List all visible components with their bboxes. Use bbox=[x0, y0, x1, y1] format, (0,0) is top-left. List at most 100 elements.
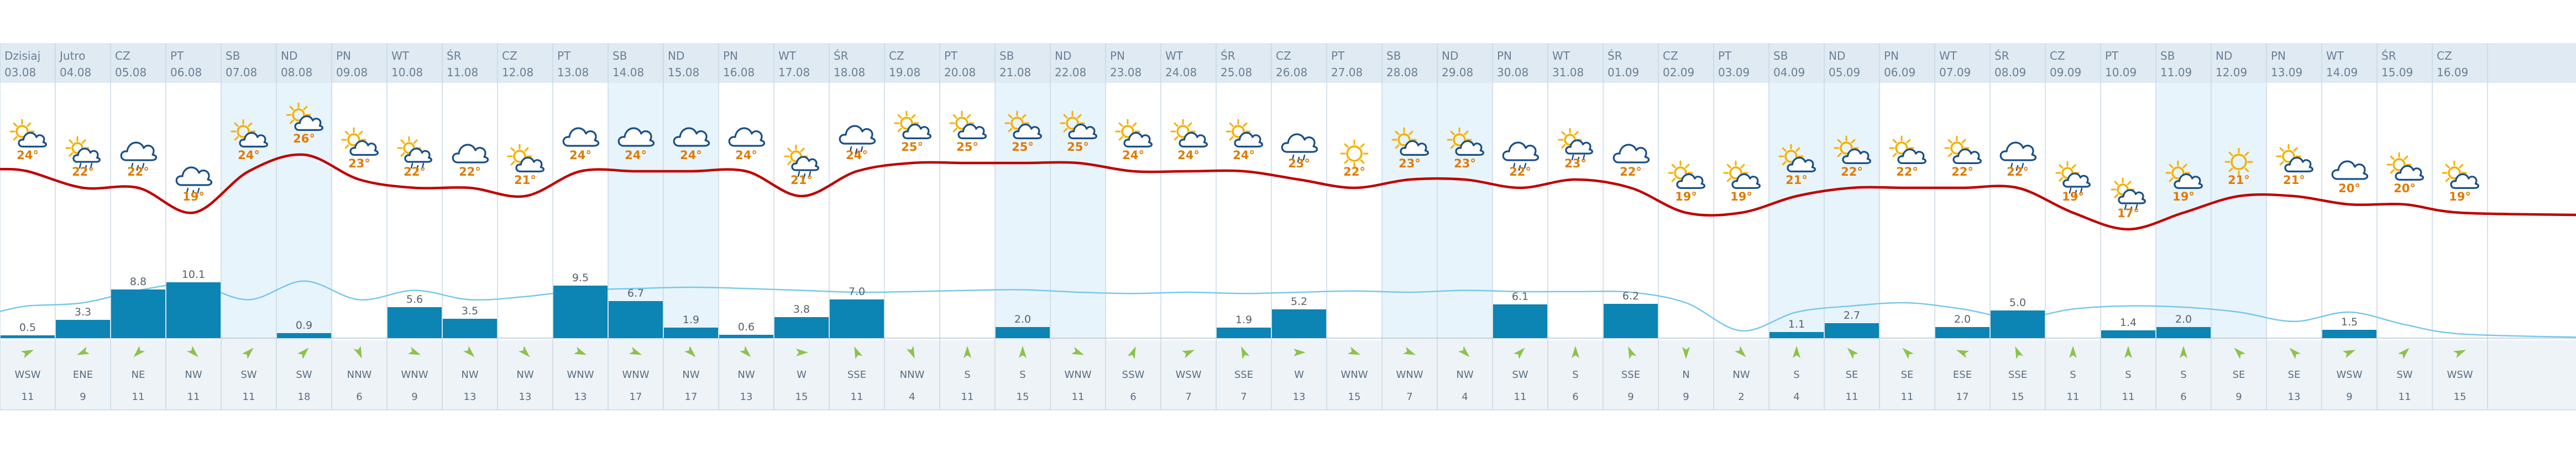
humidity-line bbox=[0, 280, 2576, 338]
weekend-column bbox=[1382, 83, 1437, 340]
day-date: 05.09 bbox=[1829, 66, 1860, 79]
day-date: 22.08 bbox=[1055, 66, 1086, 79]
rain-value: 1.4 bbox=[2120, 317, 2137, 329]
partly-cloudy-icon bbox=[894, 110, 931, 139]
wind-direction: WSW bbox=[14, 369, 40, 381]
day-date: 30.08 bbox=[1497, 66, 1528, 79]
day-date: 23.08 bbox=[1110, 66, 1142, 79]
wind-speed: 17 bbox=[1956, 391, 1969, 403]
partly-cloudy-icon bbox=[1447, 127, 1484, 156]
day-name: WT bbox=[1165, 49, 1184, 62]
wind-direction: S bbox=[1572, 369, 1578, 381]
wind-direction: NW bbox=[682, 369, 699, 381]
rain-bar bbox=[774, 317, 829, 338]
temperature-value: 22° bbox=[1841, 165, 1863, 178]
wind-speed: 11 bbox=[132, 391, 145, 403]
wind-arrow-icon bbox=[574, 346, 587, 355]
wind-direction: WNW bbox=[567, 369, 594, 381]
wind-arrow-icon bbox=[796, 349, 808, 356]
rain-value: 6.1 bbox=[1512, 291, 1528, 303]
wind-arrow-icon bbox=[1793, 346, 1800, 358]
partly-cloudy-icon bbox=[1115, 119, 1153, 148]
temperature-value: 19° bbox=[2449, 190, 2471, 203]
temperature-value: 24° bbox=[569, 149, 591, 162]
wind-speed: 6 bbox=[356, 391, 362, 403]
partly-cloudy-icon bbox=[1170, 119, 1208, 148]
day-date: 21.08 bbox=[999, 66, 1031, 79]
wind-speed: 15 bbox=[1348, 391, 1361, 403]
partly-cloudy-rain-icon bbox=[2055, 161, 2091, 196]
day-date: 01.09 bbox=[1608, 66, 1639, 79]
wind-direction: NW bbox=[461, 369, 478, 381]
temperature-value: 24° bbox=[1177, 149, 1200, 162]
rain-value: 0.5 bbox=[19, 322, 36, 334]
rain-value: 5.0 bbox=[2009, 297, 2026, 309]
wind-direction: WSW bbox=[2447, 369, 2473, 381]
wind-direction: W bbox=[797, 369, 807, 381]
wind-arrow-icon bbox=[2234, 347, 2246, 360]
day-name: ND bbox=[1442, 49, 1458, 62]
temperature-value: 22° bbox=[1343, 165, 1365, 178]
day-name: PN bbox=[1884, 49, 1899, 62]
wind-speed: 11 bbox=[2399, 391, 2411, 403]
day-date: 10.09 bbox=[2105, 66, 2137, 79]
wind-direction: NW bbox=[1732, 369, 1750, 381]
sun-icon bbox=[1340, 139, 1369, 168]
wind-direction: SW bbox=[296, 369, 312, 381]
wind-speed: 11 bbox=[2067, 391, 2080, 403]
wind-speed: 13 bbox=[1293, 391, 1306, 403]
wind-direction: NW bbox=[737, 369, 755, 381]
wind-arrow-icon bbox=[1071, 346, 1085, 355]
day-name: ND bbox=[1055, 49, 1071, 62]
wind-arrow-icon bbox=[1403, 346, 1416, 355]
day-name: PT bbox=[1718, 49, 1732, 62]
rain-bar bbox=[2101, 330, 2155, 338]
day-date: 16.08 bbox=[723, 66, 755, 79]
wind-arrow-icon bbox=[1847, 347, 1859, 360]
rain-bar bbox=[719, 335, 773, 338]
wind-direction: SW bbox=[1512, 369, 1528, 381]
wind-speed: 17 bbox=[630, 391, 642, 403]
day-name: PT bbox=[1331, 49, 1345, 62]
wind-direction: SW bbox=[240, 369, 256, 381]
day-date: 06.08 bbox=[170, 66, 202, 79]
temperature-value: 24° bbox=[625, 149, 647, 162]
rain-bar bbox=[1769, 332, 1824, 338]
cloud-icon bbox=[562, 127, 600, 147]
wind-arrow-icon bbox=[1348, 346, 1361, 355]
day-name: ŚR bbox=[1608, 49, 1622, 62]
rain-value: 9.5 bbox=[572, 272, 589, 284]
temperature-value: 19° bbox=[1675, 190, 1697, 203]
partly-cloudy-icon bbox=[949, 110, 987, 139]
day-date: 26.08 bbox=[1276, 66, 1307, 79]
wind-speed: 11 bbox=[1846, 391, 1858, 403]
wind-speed: 15 bbox=[2012, 391, 2024, 403]
day-date: 13.08 bbox=[557, 66, 589, 79]
temperature-value: 17° bbox=[2117, 207, 2139, 220]
rain-value: 2.0 bbox=[1014, 313, 1031, 325]
wind-direction: WSW bbox=[1175, 369, 1201, 381]
wind-speed: 11 bbox=[243, 391, 255, 403]
partly-cloudy-rain-icon bbox=[65, 136, 101, 171]
day-name: SB bbox=[1773, 49, 1788, 62]
temperature-value: 21° bbox=[514, 173, 536, 187]
day-name: WT bbox=[1939, 49, 1957, 62]
partly-cloudy-icon bbox=[2442, 160, 2479, 189]
rain-bar bbox=[1, 335, 55, 338]
wind-arrow-icon bbox=[1902, 347, 1914, 360]
weekend-column bbox=[663, 83, 719, 340]
temperature-value: 21° bbox=[2283, 173, 2305, 187]
wind-speed: 6 bbox=[2180, 391, 2186, 403]
wind-arrow-icon bbox=[133, 345, 145, 357]
temperature-value: 22° bbox=[1620, 165, 1642, 178]
wind-arrow-icon bbox=[629, 346, 642, 355]
day-date: 08.08 bbox=[281, 66, 312, 79]
day-date: 02.09 bbox=[1663, 66, 1694, 79]
weekend-column bbox=[1437, 83, 1493, 340]
wind-direction: WNW bbox=[401, 369, 428, 381]
rain-value: 1.1 bbox=[1788, 318, 1805, 330]
wind-arrow-icon bbox=[1628, 346, 1637, 359]
temperature-value: 23° bbox=[1564, 157, 1587, 170]
day-date: 14.08 bbox=[612, 66, 644, 79]
